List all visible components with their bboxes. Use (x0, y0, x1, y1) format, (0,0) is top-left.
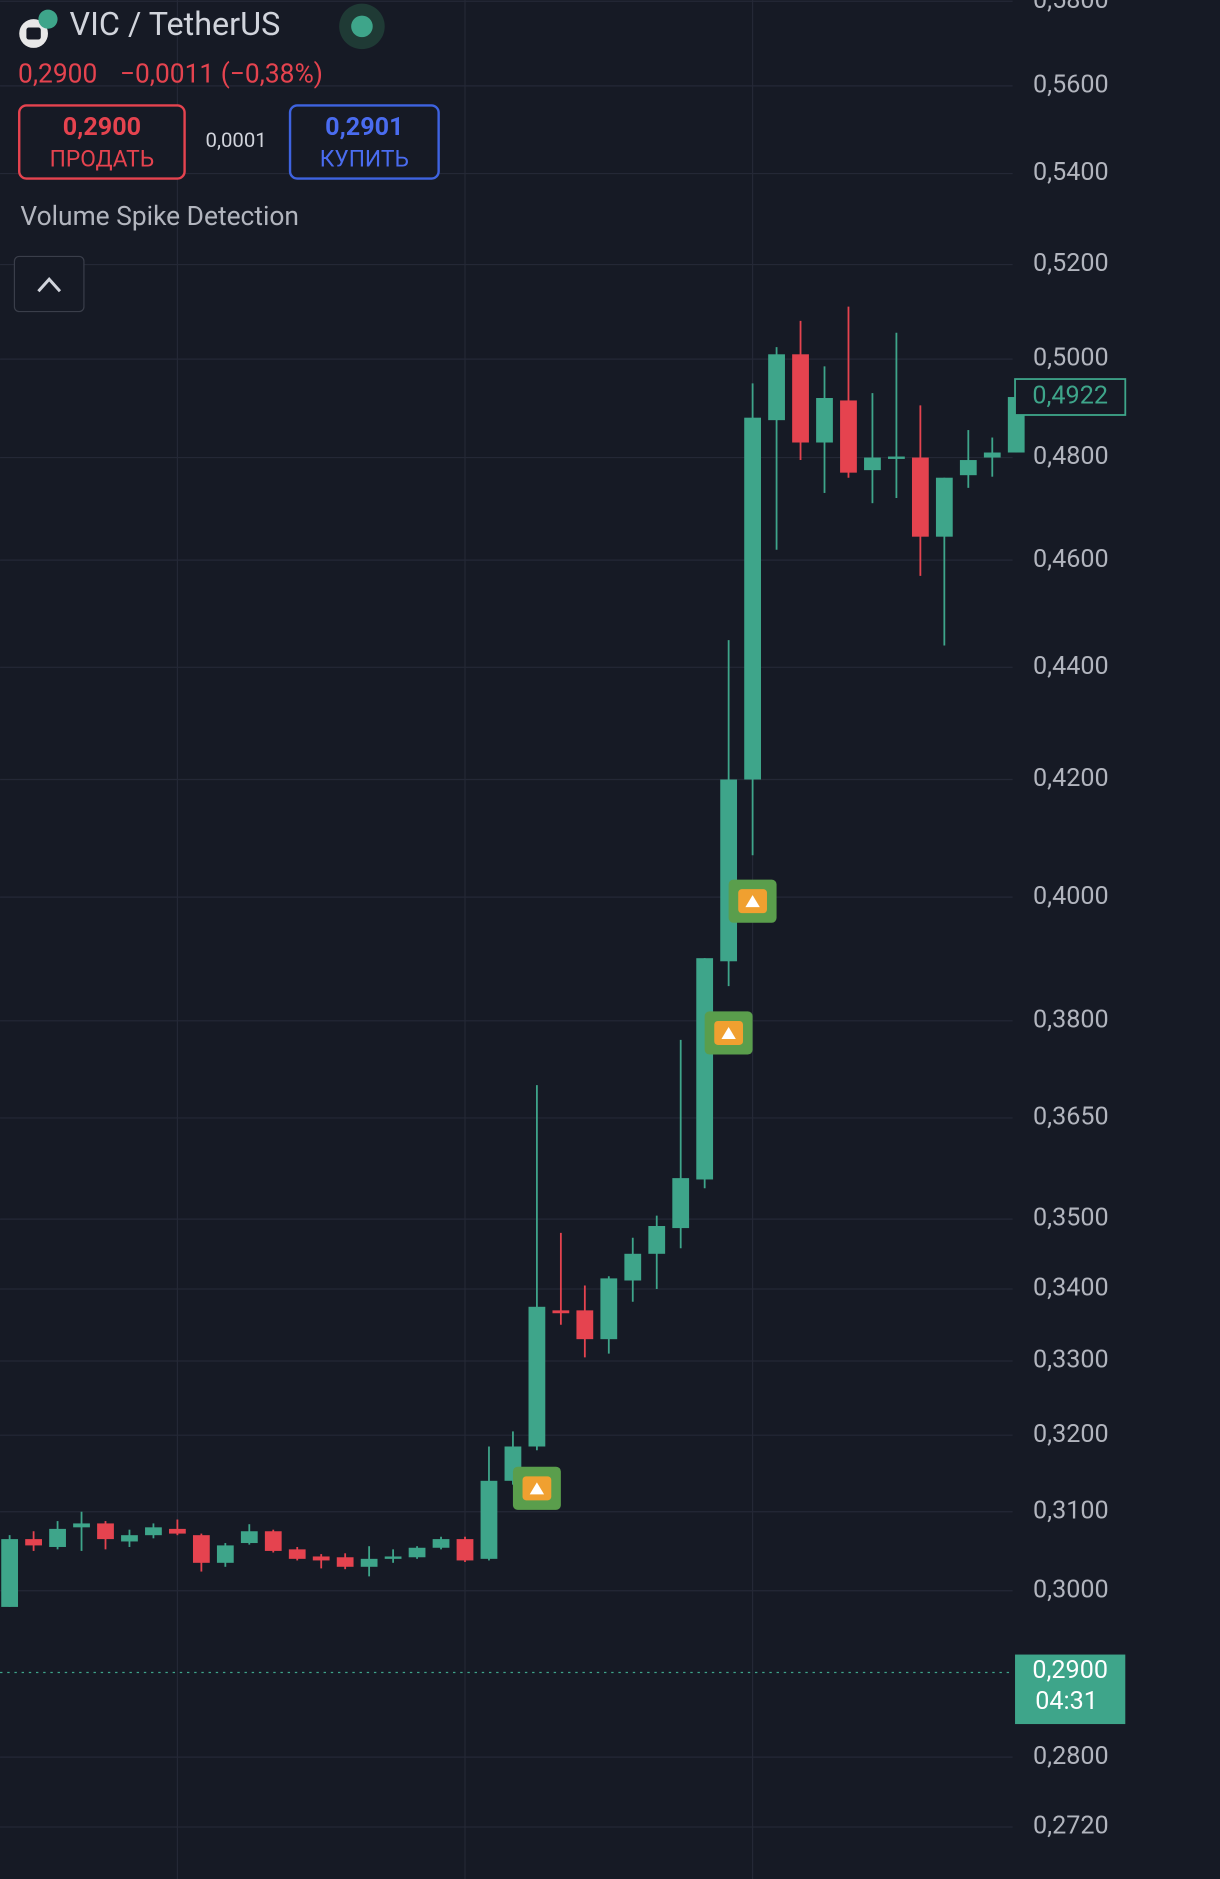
candle-body (264, 1531, 282, 1551)
candle-body (600, 1278, 618, 1340)
sell-label[interactable]: ПРОДАТЬ (50, 146, 155, 173)
candle-body (480, 1480, 498, 1559)
last-value-box (1014, 378, 1127, 416)
y-tick-label: 0,3100 (1033, 1496, 1109, 1525)
candle-body (360, 1558, 378, 1567)
candle-body (528, 1306, 546, 1447)
volume-spike-marker (704, 1011, 753, 1055)
candle-body (145, 1527, 162, 1536)
coin-icon (38, 9, 58, 29)
price-line-box (1015, 1654, 1126, 1725)
candle-body (216, 1545, 234, 1563)
sell-button[interactable] (18, 104, 186, 180)
buy-button[interactable] (288, 104, 440, 180)
y-tick-label: 0,2720 (1033, 1812, 1109, 1841)
candle-body (336, 1557, 354, 1567)
change: −0,0011 (−0,38%) (120, 59, 323, 89)
candle-body (73, 1523, 90, 1528)
y-tick-label: 0,4600 (1033, 545, 1109, 574)
y-tick-label: 0,2800 (1033, 1742, 1109, 1771)
candle-body (720, 779, 738, 962)
symbol: VIC / TetherUS (70, 5, 281, 43)
y-tick-label: 0,5600 (1033, 70, 1109, 99)
status-dot (351, 15, 373, 38)
candle-body (432, 1539, 450, 1548)
volume-spike-marker (728, 879, 777, 923)
y-tick-label: 0,5400 (1033, 158, 1109, 187)
y-tick-label: 0,4000 (1033, 882, 1109, 911)
y-tick-label: 0,3200 (1033, 1420, 1109, 1449)
candles (1, 306, 1025, 1607)
last-value-label: 0,4922 (1032, 382, 1108, 411)
coin-icon (26, 27, 41, 40)
candle-body (121, 1535, 138, 1542)
price: 0,2900 (18, 59, 97, 89)
y-tick-label: 0,3800 (1033, 1005, 1109, 1034)
signals (512, 879, 777, 1510)
candle-body (959, 460, 977, 476)
collapse-button[interactable] (13, 255, 85, 313)
candle-body (768, 354, 785, 421)
buy-price[interactable]: 0,2901 (325, 113, 403, 142)
countdown: 04:31 (1035, 1687, 1098, 1716)
y-tick-label: 0,3650 (1033, 1103, 1109, 1132)
y-tick-label: 0,3300 (1033, 1346, 1109, 1375)
candle-body (456, 1539, 474, 1561)
y-tick-label: 0,3500 (1033, 1204, 1109, 1233)
y-tick-label: 0,4800 (1033, 442, 1109, 471)
candle-body (744, 417, 761, 780)
grid (0, 0, 1013, 1879)
candle-body (648, 1226, 666, 1254)
candle-body (792, 354, 809, 443)
candle-body (408, 1547, 426, 1558)
candle-body (169, 1528, 186, 1534)
y-tick-label: 0,5800 (1033, 0, 1109, 15)
y-tick-label: 0,3000 (1033, 1575, 1109, 1604)
y-tick-label: 0,3400 (1033, 1274, 1109, 1303)
y-tick-label: 0,4400 (1033, 652, 1109, 681)
candle-body (696, 958, 714, 1180)
candle-body (911, 457, 929, 537)
candle-body (312, 1556, 330, 1561)
candle-body (384, 1556, 402, 1559)
candle-body (240, 1531, 258, 1544)
candle-body (576, 1310, 594, 1340)
candle-body (888, 456, 905, 459)
y-tick-label: 0,5200 (1033, 249, 1109, 278)
price-line-label: 0,2900 (1032, 1656, 1108, 1685)
indicator-name: Volume Spike Detection (20, 202, 299, 232)
candle-body (816, 397, 833, 443)
candle-body (864, 457, 881, 471)
candle-body (672, 1178, 690, 1229)
candle-body (935, 477, 953, 537)
collapse-icon[interactable] (37, 276, 62, 293)
spread: 0,0001 (206, 128, 267, 152)
sell-price[interactable]: 0,2900 (63, 113, 141, 142)
buy-label[interactable]: КУПИТЬ (320, 146, 409, 173)
candle-body (25, 1539, 42, 1546)
y-tick-label: 0,4200 (1033, 764, 1109, 793)
header: VIC / TetherUS 0,2900 −0,0011 (−0,38%) 0… (13, 3, 440, 313)
candle-body (983, 452, 1001, 458)
candle-body (840, 400, 857, 473)
candle-body (97, 1523, 114, 1540)
candle-body (192, 1535, 210, 1563)
y-tick-label: 0,5000 (1033, 344, 1109, 373)
candle-body (552, 1310, 570, 1314)
candle-body (624, 1253, 642, 1281)
volume-spike-marker (512, 1466, 561, 1510)
candle-body (288, 1549, 306, 1559)
y-axis: 0,5800 0,5600 0,5400 0,5200 0,5000 0,4800 0,46… (1014, 0, 1127, 1841)
candle-body (1, 1539, 19, 1607)
candle-body (49, 1528, 66, 1547)
